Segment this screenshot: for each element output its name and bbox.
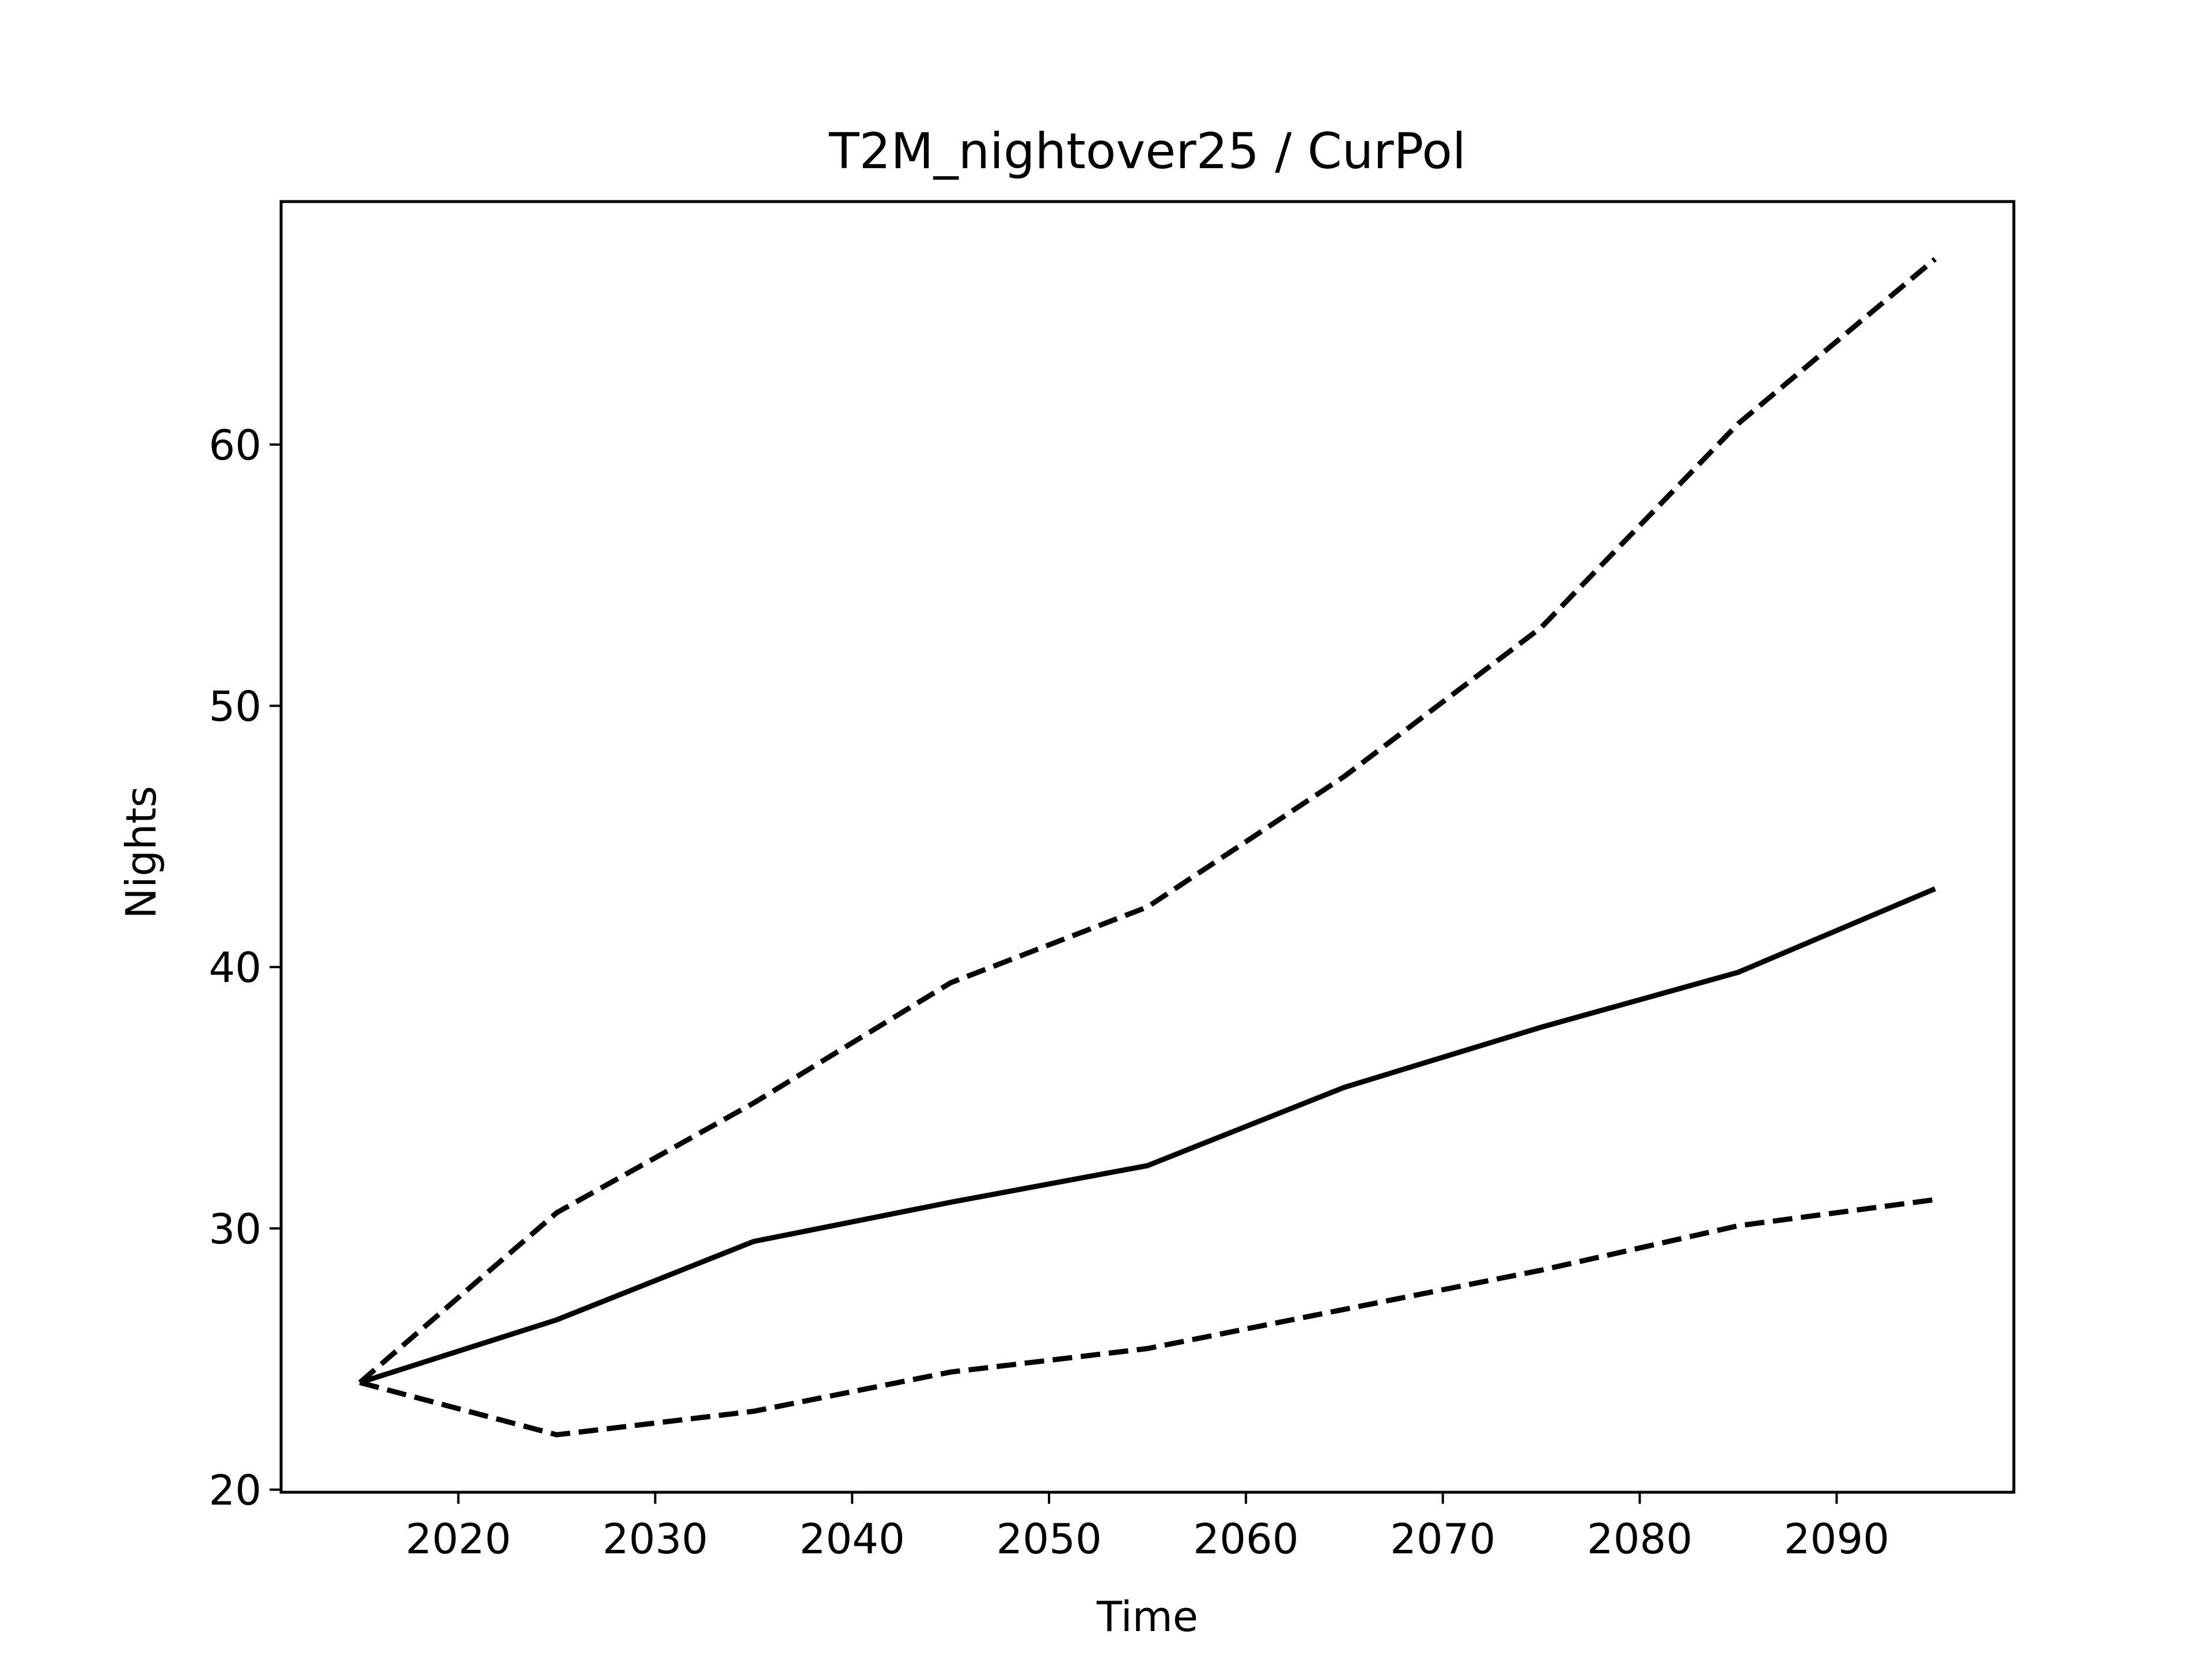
y-tick-label: 60	[209, 421, 262, 469]
x-tick-label: 2060	[1193, 1515, 1298, 1563]
y-tick-label: 30	[209, 1205, 262, 1253]
x-tick-label: 2040	[800, 1515, 905, 1563]
x-tick-label: 2050	[996, 1515, 1101, 1563]
x-tick-label: 2090	[1784, 1515, 1889, 1563]
x-axis-label: Time	[1096, 1592, 1198, 1641]
x-tick-label: 2020	[406, 1515, 511, 1563]
x-tick-label: 2070	[1390, 1515, 1495, 1563]
y-tick-label: 50	[209, 682, 262, 731]
x-axis-ticks: 2020 2030 2040 2050 2060 2070 2080 2090	[406, 1492, 1889, 1563]
series-line-2	[359, 1197, 1936, 1438]
chart-title: T2M_nightover25 / CurPol	[828, 123, 1466, 180]
y-axis-label: Nights	[117, 786, 165, 919]
plot-frame	[279, 200, 2016, 1494]
x-tick-label: 2080	[1587, 1515, 1692, 1563]
y-axis-ticks: 20 30 40 50 60	[209, 421, 281, 1514]
y-tick-label: 20	[209, 1466, 262, 1514]
series-line-1	[359, 886, 1937, 1385]
series-line-0	[358, 257, 1937, 1385]
plot-area	[358, 257, 1937, 1438]
x-tick-label: 2030	[603, 1515, 708, 1563]
y-tick-label: 40	[209, 943, 262, 992]
